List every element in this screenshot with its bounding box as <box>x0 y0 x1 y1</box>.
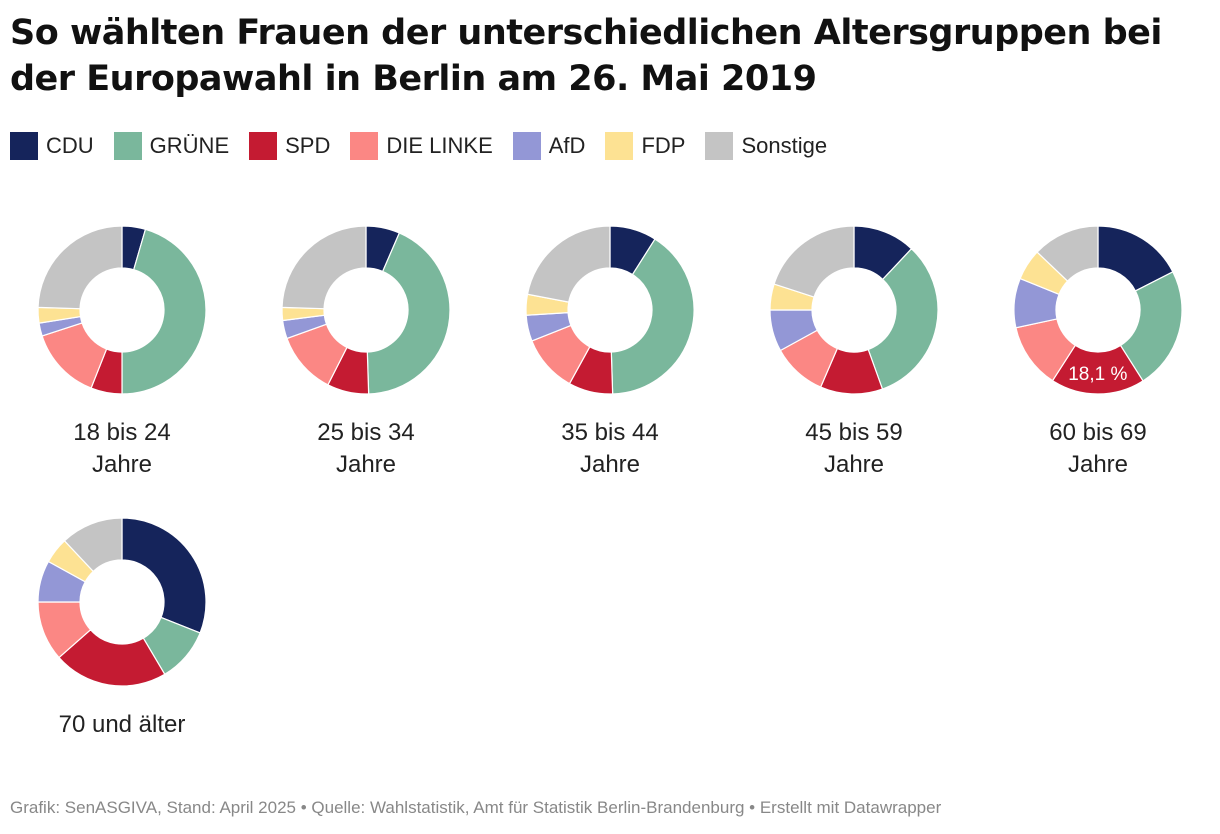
legend-label-afd: AfD <box>548 133 586 158</box>
donut-label: Jahre <box>1068 451 1128 478</box>
legend-label-spd: SPD <box>285 133 331 158</box>
legend-item-fdp: FDP <box>605 132 685 160</box>
chart-title: So wählten Frauen der unterschiedlichen … <box>10 13 1162 99</box>
slice-cdu <box>121 517 207 634</box>
donut-25-bis-34-jahre: 25 bis 34 Jahre <box>281 225 451 478</box>
legend-label-linke: DIE LINKE <box>386 133 493 158</box>
legend-swatch-sonstige <box>705 132 734 160</box>
legend-swatch-cdu <box>10 132 38 160</box>
legend: CDU GRÜNE SPD DIE LINKE AfD FDP Sonstige <box>10 132 827 160</box>
legend-item-cdu: CDU <box>10 132 94 160</box>
slice-gruene <box>366 232 451 395</box>
slice-gruene <box>121 228 207 395</box>
donut-60-bis-69-jahre: 18,1 % 60 bis 69 Jahre <box>1013 225 1183 478</box>
slice-sonstige <box>526 225 611 303</box>
donut-label: Jahre <box>92 451 152 478</box>
donut-label: 18 bis 24 <box>73 419 170 446</box>
slice-sonstige <box>281 225 367 310</box>
slice-sonstige <box>37 225 123 310</box>
donut-label: Jahre <box>824 451 884 478</box>
donut-label: Jahre <box>580 451 640 478</box>
legend-label-cdu: CDU <box>46 133 94 158</box>
slice-gruene <box>1119 271 1183 382</box>
legend-item-linke: DIE LINKE <box>350 132 493 160</box>
legend-item-afd: AfD <box>512 132 586 160</box>
legend-item-spd: SPD <box>249 132 330 160</box>
donut-label: 45 bis 59 <box>805 419 902 446</box>
slice-sonstige <box>63 517 123 573</box>
slice-gruene <box>867 247 939 390</box>
legend-label-fdp: FDP <box>641 133 686 158</box>
donut-label: 60 bis 69 <box>1049 419 1146 446</box>
legend-item-gruene: GRÜNE <box>113 132 230 160</box>
slice-sonstige <box>773 225 855 298</box>
legend-swatch-afd <box>512 132 541 160</box>
data-label-spd: 18,1 % <box>1068 364 1127 385</box>
donut-label: Jahre <box>336 451 396 478</box>
legend-swatch-linke <box>350 132 379 160</box>
source-footer: Grafik: SenASGIVA, Stand: April 2025 • Q… <box>10 798 942 817</box>
slice-sonstige <box>1036 225 1099 282</box>
donut-35-bis-44-jahre: 35 bis 44 Jahre <box>525 225 695 478</box>
slice-spd <box>58 628 166 687</box>
donut-label: 35 bis 44 <box>561 419 658 446</box>
legend-swatch-spd <box>249 132 278 160</box>
legend-label-gruene: GRÜNE <box>149 133 230 158</box>
slice-gruene <box>610 238 695 395</box>
donut-45-bis-59-jahre: 45 bis 59 Jahre <box>769 225 939 478</box>
legend-item-sonstige: Sonstige <box>705 132 827 160</box>
legend-swatch-gruene <box>113 132 142 160</box>
donut-70-und-aelter: 70 und älter <box>37 517 207 738</box>
donut-18-bis-24-jahre: 18 bis 24 Jahre <box>37 225 207 478</box>
legend-label-sonstige: Sonstige <box>741 133 828 158</box>
legend-swatch-fdp <box>605 132 634 160</box>
donut-label: 70 und älter <box>59 711 186 738</box>
donut-label: 25 bis 34 <box>317 419 414 446</box>
